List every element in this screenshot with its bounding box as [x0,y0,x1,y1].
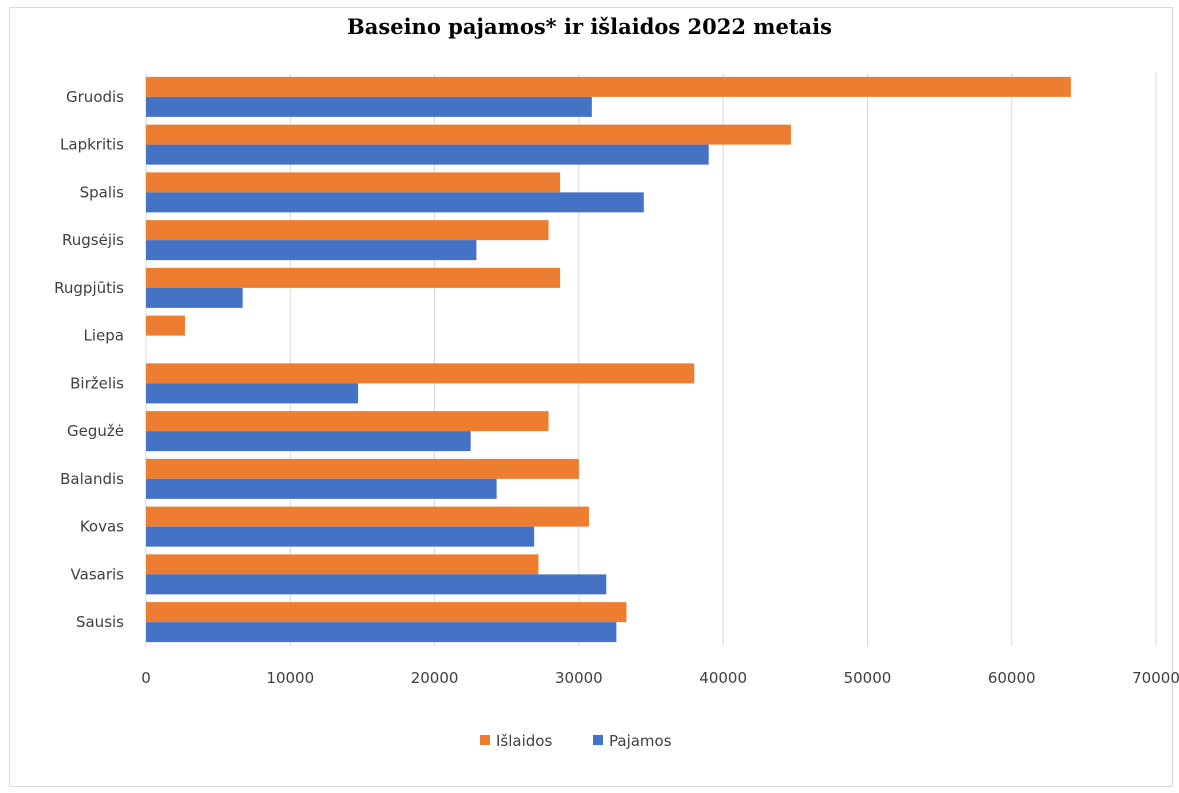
x-axis-tick-labels: 0 10000 20000 30000 40000 50000 60000 70000 [141,669,1179,687]
legend-label-pajamos: Pajamos [609,732,672,750]
bar-pajamos-gegužė [146,431,471,452]
x-tick-label-20000: 20000 [411,669,459,687]
bar-pajamos-spalis [146,192,644,213]
bar-pajamos-balandis [146,478,497,499]
category-label-kovas: Kovas [80,518,124,536]
category-label-balandis: Balandis [60,470,124,488]
category-label-spalis: Spalis [80,183,125,201]
category-label-lapkritis: Lapkritis [60,136,124,154]
x-tick-label-40000: 40000 [699,669,747,687]
bar-išlaidos-balandis [146,458,579,479]
bar-išlaidos-spalis [146,172,561,193]
bar-pajamos-birželis [146,383,359,404]
x-tick-label-60000: 60000 [988,669,1036,687]
x-tick-label-30000: 30000 [555,669,603,687]
legend-label-išlaidos: Išlaidos [496,732,552,750]
bar-pajamos-sausis [146,622,617,643]
bar-pajamos-vasaris [146,574,607,595]
category-label-birželis: Birželis [70,374,124,392]
category-label-gruodis: Gruodis [66,88,124,106]
category-label-rugsėjis: Rugsėjis [62,231,124,249]
x-tick-label-0: 0 [141,669,151,687]
category-label-vasaris: Vasaris [71,565,125,583]
bar-pajamos-rugsėjis [146,240,477,261]
bar-išlaidos-vasaris [146,554,539,575]
x-tick-label-70000: 70000 [1132,669,1179,687]
gridlines [145,73,1157,646]
category-label-sausis: Sausis [76,613,124,631]
bar-išlaidos-rugsėjis [146,220,549,241]
category-label-rugpjūtis: Rugpjūtis [54,279,124,297]
bar-pajamos-kovas [146,526,535,547]
bar-išlaidos-gruodis [146,76,1071,97]
legend: Išlaidos Pajamos [480,732,672,750]
bar-pajamos-gruodis [146,96,592,117]
bar-išlaidos-gegužė [146,411,549,432]
bar-pajamos-lapkritis [146,144,709,165]
bar-išlaidos-liepa [146,315,185,336]
legend-swatch-pajamos [593,735,603,745]
bars [146,76,1071,643]
bar-išlaidos-lapkritis [146,124,791,145]
x-tick-label-10000: 10000 [266,669,314,687]
legend-swatch-išlaidos [480,735,490,745]
category-label-gegužė: Gegužė [67,422,124,440]
bar-pajamos-rugpjūtis [146,287,243,308]
chart-title: Baseino pajamos* ir išlaidos 2022 metais [347,14,832,39]
x-tick-label-50000: 50000 [844,669,892,687]
category-label-liepa: Liepa [84,327,124,345]
bar-išlaidos-sausis [146,602,627,623]
bar-išlaidos-kovas [146,506,589,527]
category-labels: Sausis Vasaris Kovas Balandis Gegužė Birželis… [54,88,124,631]
bar-išlaidos-rugpjūtis [146,267,561,288]
bar-išlaidos-birželis [146,363,695,384]
